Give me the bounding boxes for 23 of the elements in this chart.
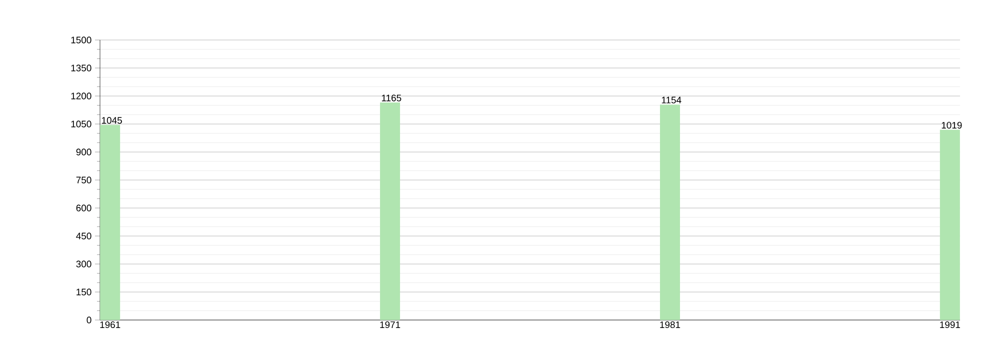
y-tick-label: 1050 (71, 120, 92, 128)
y-tick-label: 1350 (71, 64, 92, 72)
y-tick-label: 900 (76, 148, 92, 156)
data-label: 1019 (942, 122, 962, 129)
data-label: 1045 (102, 117, 122, 124)
y-tick-label: 1200 (71, 92, 92, 100)
bar (380, 102, 400, 320)
y-tick-label: 1500 (71, 36, 92, 44)
y-tick-label: 150 (76, 288, 92, 296)
data-label: 1165 (382, 94, 402, 102)
y-tick-label: 600 (76, 204, 92, 212)
bar (660, 104, 680, 320)
bar (940, 130, 960, 320)
x-tick-label: 1991 (940, 321, 960, 328)
data-label: 1154 (662, 96, 682, 104)
x-tick-label: 1961 (100, 321, 120, 328)
y-tick-label: 450 (76, 232, 92, 240)
y-tick-label: 750 (76, 176, 92, 184)
y-tick-label: 300 (76, 260, 92, 268)
bar (100, 124, 120, 320)
x-tick-label: 1981 (660, 321, 680, 328)
y-tick-label: 0 (86, 316, 92, 324)
x-tick-label: 1971 (380, 321, 400, 328)
